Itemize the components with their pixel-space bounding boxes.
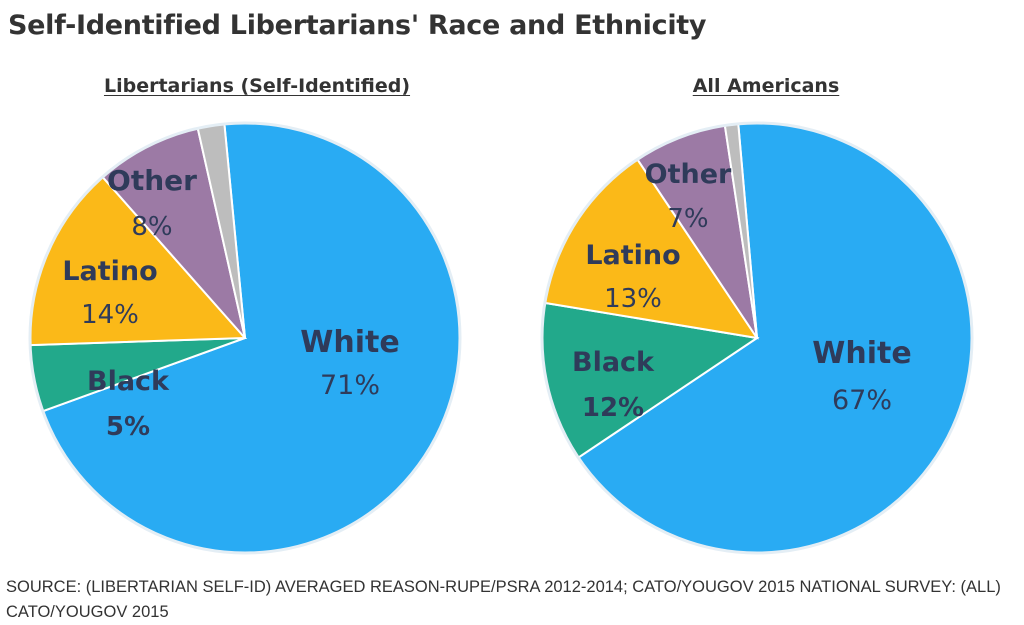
chart-title-all-americans: All Americans <box>692 75 840 97</box>
chart-title-libertarians: Libertarians (Self-Identified) <box>103 75 411 97</box>
slice-value-latino: 14% <box>81 300 139 330</box>
slice-value-black: 12% <box>582 393 644 423</box>
slice-value-black: 5% <box>106 412 150 442</box>
slice-label-other: Other <box>107 164 197 197</box>
page-title: Self-Identified Libertarians' Race and E… <box>8 10 707 41</box>
source-note: SOURCE: (LIBERTARIAN SELF-ID) AVERAGED R… <box>6 578 1001 621</box>
pie-chart-all-americans: White 67% Black 12% Latino 13% Other 7% <box>540 121 974 555</box>
slice-value-latino: 13% <box>604 284 662 314</box>
pie-rim <box>540 121 974 555</box>
slice-value-other: 7% <box>667 204 708 234</box>
slice-label-black: Black <box>572 347 655 378</box>
slice-label-latino: Latino <box>585 240 680 271</box>
slice-label-latino: Latino <box>62 256 157 287</box>
slice-label-white: White <box>812 336 911 371</box>
slice-label-black: Black <box>87 366 170 397</box>
slice-value-white: 71% <box>320 370 380 401</box>
slice-label-white: White <box>300 325 399 360</box>
slice-label-other: Other <box>645 159 732 190</box>
pie-chart-libertarians: White 71% Black 5% Latino 14% Other 8% <box>28 121 462 555</box>
slice-value-white: 67% <box>832 385 892 416</box>
pie-rim <box>28 121 462 555</box>
slice-value-other: 8% <box>131 212 172 242</box>
